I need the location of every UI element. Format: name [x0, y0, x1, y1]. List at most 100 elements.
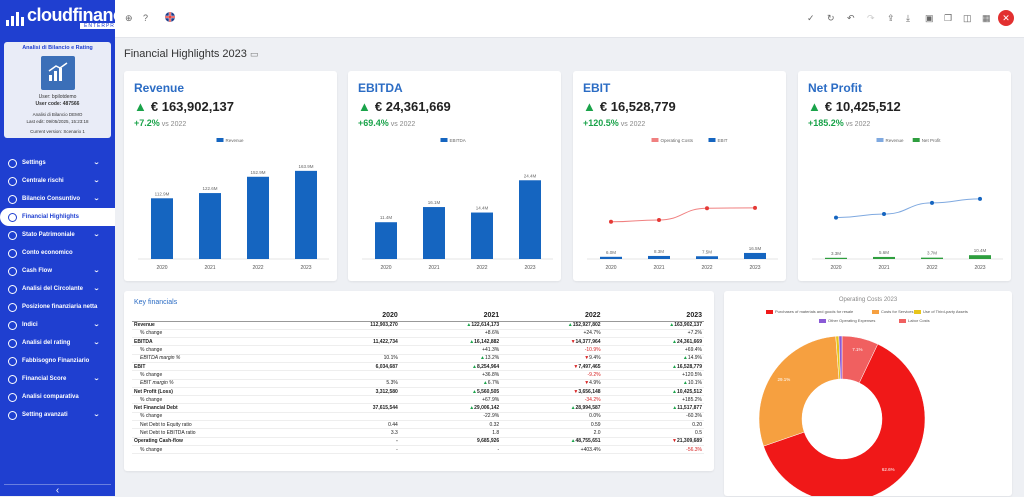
rating-chart-icon	[40, 56, 75, 90]
row-label: EBITDA margin %	[132, 354, 313, 364]
kpi-card-ebitda: EBITDA ▲ € 24,361,669 +69.4% vs 2022 EBITDA 1…	[348, 71, 561, 281]
pie-legend-item[interactable]: Purchases of materials and goods for res…	[766, 309, 853, 314]
pie-legend-item[interactable]: Costs for Services	[872, 309, 913, 314]
pie-legend-item[interactable]: Use of Third-party Assets	[914, 309, 968, 314]
refresh-icon[interactable]: ↻	[827, 13, 835, 23]
top-toolbar: ⊕ ? ✓ ↻ ↶ ↷ ⇪ ⤓ ▣ ❐ ◫ ▦ ✕	[115, 0, 1024, 38]
brand-logo[interactable]: cloudfinance ENTERPRISE	[0, 0, 133, 36]
sidebar-item-financial-score[interactable]: Financial Score ⌄	[0, 370, 115, 388]
table-cell: ▲163,902,137	[602, 321, 704, 330]
bar[interactable]	[295, 170, 317, 259]
table-cell: 6,034,687	[312, 362, 400, 372]
layout-icon[interactable]: ◫	[963, 13, 972, 23]
kpi-card-net-profit: Net Profit ▲ € 10,425,512 +185.2% vs 2022 Re…	[798, 71, 1011, 281]
bar[interactable]	[600, 256, 622, 259]
pie-slice[interactable]	[763, 343, 926, 496]
table-cell	[312, 370, 400, 380]
sidebar-item-analisi-del-circolante[interactable]: Analisi del Circolante ⌄	[0, 280, 115, 298]
globe-icon[interactable]: ⊕	[125, 13, 133, 23]
redo-icon[interactable]: ↷	[867, 13, 875, 23]
line-point[interactable]	[930, 200, 934, 205]
copy-icon[interactable]: ❐	[944, 13, 953, 23]
sidebar-item-conto-economico[interactable]: Conto economico	[0, 244, 115, 262]
undo-icon[interactable]: ↶	[847, 13, 855, 23]
sidebar-item-indici[interactable]: Indici ⌄	[0, 316, 115, 334]
sidebar-item-analisi-comparativa[interactable]: Analisi comparativa	[0, 388, 115, 406]
line-point[interactable]	[753, 205, 757, 210]
nav-icon	[8, 248, 17, 258]
table-cell: ▲29,006,142	[399, 403, 502, 413]
sidebar-item-fabbisogno-finanziario[interactable]: Fabbisogno Finanziario	[0, 352, 115, 370]
chevron-down-icon: ⌄	[92, 196, 101, 202]
bar-label: 5.6M	[879, 250, 889, 255]
legend-swatch	[651, 138, 659, 142]
table-cell: ▲14.9%	[602, 354, 704, 364]
print-icon[interactable]: ▭	[249, 49, 259, 59]
table-header-label	[132, 311, 313, 322]
bar[interactable]	[648, 255, 670, 259]
bar[interactable]	[375, 222, 397, 259]
table-row: % change +41.3% -10.9% +69.4%	[132, 345, 704, 355]
table-cell: 2.0	[501, 428, 603, 438]
pie-legend-item[interactable]: Labor Costs	[899, 318, 930, 323]
table-cell: -10.9%	[501, 345, 603, 355]
sidebar-item-stato-patrimoniale[interactable]: Stato Patrimoniale ⌄	[0, 226, 115, 244]
sidebar-item-analisi-del-rating[interactable]: Analisi del rating ⌄	[0, 334, 115, 352]
upload-icon[interactable]: ⇪	[887, 13, 895, 23]
arrow-up-icon: ▲	[570, 405, 576, 412]
close-button[interactable]: ✕	[998, 10, 1014, 26]
key-financials-table: 2020 2021 2022 2023 Revenue 112,903,270 ▲122,6…	[132, 311, 704, 455]
table-row: % change +36.8% -9.2% +120.5%	[132, 370, 704, 380]
sidebar-item-bilancio-consuntivo[interactable]: Bilancio Consuntivo ⌄	[0, 190, 115, 208]
collapse-sidebar-button[interactable]: ‹	[4, 484, 111, 496]
sidebar-item-label: Stato Patrimoniale	[22, 232, 75, 238]
bar[interactable]	[921, 257, 943, 259]
bar[interactable]	[247, 176, 269, 259]
row-label: Net Debt to EBITDA ratio	[132, 428, 313, 438]
line-point[interactable]	[882, 212, 886, 217]
line-point[interactable]	[978, 196, 982, 201]
download-icon[interactable]: ⤓	[906, 13, 910, 23]
line-point[interactable]	[609, 219, 613, 224]
bar[interactable]	[825, 257, 847, 259]
logo-bars-icon	[6, 10, 24, 26]
sidebar-item-centrale-rischi[interactable]: Centrale rischi ⌄	[0, 172, 115, 190]
sidebar-item-cash-flow[interactable]: Cash Flow ⌄	[0, 262, 115, 280]
help-icon[interactable]: ?	[143, 13, 149, 23]
bar[interactable]	[519, 180, 541, 259]
arrow-up-icon: ▲	[672, 338, 677, 345]
x-tick-label: 2021	[878, 265, 889, 271]
save-icon[interactable]: ▣	[925, 13, 934, 23]
bar[interactable]	[423, 207, 445, 259]
nav-icon	[8, 392, 17, 402]
table-cell: +120.5%	[602, 370, 704, 380]
sidebar-nav: Settings ⌄ Centrale rischi ⌄ Bilancio Consun…	[0, 154, 115, 424]
pie-legend-item[interactable]: Other Operating Expenses	[819, 318, 875, 323]
sidebar-item-posizione-finanziaria-netta[interactable]: Posizione finanziaria netta	[0, 298, 115, 316]
bar[interactable]	[199, 193, 221, 259]
bar[interactable]	[151, 198, 173, 259]
kpi-change: +185.2% vs 2022	[808, 118, 871, 128]
bar-label: 10.4M	[974, 248, 987, 253]
table-row: Operating Cash-flow -9,685,926 ▲48,755,651…	[132, 437, 704, 446]
bar[interactable]	[696, 256, 718, 259]
chevron-down-icon: ⌄	[92, 376, 101, 382]
line-point[interactable]	[657, 217, 661, 222]
sidebar-item-settings[interactable]: Settings ⌄	[0, 154, 115, 172]
arrow-up-icon: ▲	[471, 363, 477, 370]
sidebar-item-financial-highlights[interactable]: Financial Highlights	[0, 208, 115, 226]
bar[interactable]	[969, 255, 991, 259]
bar-label: 24.4M	[524, 173, 537, 178]
line-point[interactable]	[705, 206, 709, 211]
bar[interactable]	[471, 212, 493, 259]
flag-uk-icon[interactable]	[165, 12, 175, 24]
pie-slice[interactable]	[758, 335, 840, 447]
line-point[interactable]	[834, 215, 838, 220]
sidebar-item-setting-avanzati[interactable]: Setting avanzati ⌄	[0, 406, 115, 424]
calculator-icon[interactable]: ▦	[982, 13, 991, 23]
pie-slice[interactable]	[838, 335, 843, 380]
bar[interactable]	[744, 252, 766, 259]
check-icon[interactable]: ✓	[807, 13, 815, 23]
x-tick-label: 2023	[749, 265, 760, 271]
bar[interactable]	[873, 256, 895, 259]
